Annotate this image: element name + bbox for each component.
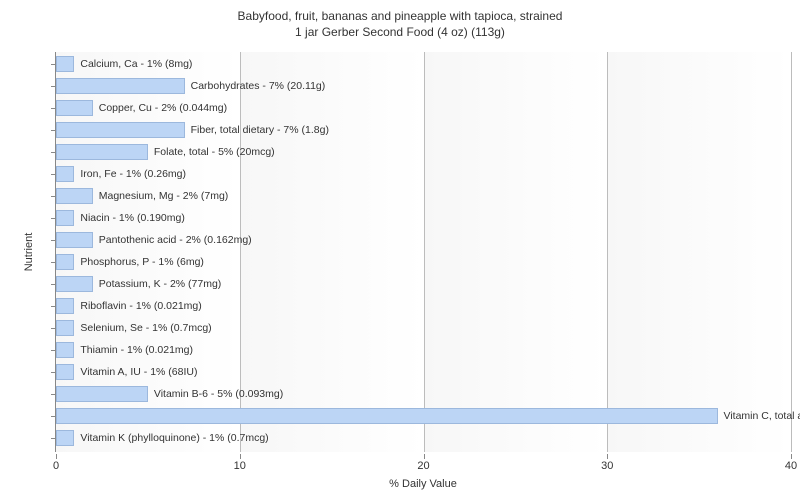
x-tick-label: 40	[785, 460, 797, 472]
x-axis-title: % Daily Value	[389, 478, 457, 490]
nutrient-bar	[56, 254, 74, 270]
nutrient-bar	[56, 386, 148, 402]
nutrient-bar	[56, 100, 93, 116]
background-stripe	[424, 52, 608, 452]
nutrient-label: Vitamin B-6 - 5% (0.093mg)	[154, 386, 283, 402]
grid-line	[607, 52, 608, 452]
y-axis-title: Nutrient	[23, 233, 35, 272]
x-tick-label: 10	[234, 460, 246, 472]
x-tick-label: 30	[601, 460, 613, 472]
nutrient-label: Folate, total - 5% (20mcg)	[154, 144, 275, 160]
nutrient-bar	[56, 342, 74, 358]
chart-title-line1: Babyfood, fruit, bananas and pineapple w…	[0, 8, 800, 24]
nutrient-bar	[56, 166, 74, 182]
grid-line	[424, 52, 425, 452]
nutrient-label: Vitamin C, total ascorbic acid - 36% (21…	[724, 408, 800, 424]
nutrient-bar	[56, 232, 93, 248]
nutrient-bar	[56, 78, 185, 94]
nutrient-label: Iron, Fe - 1% (0.26mg)	[80, 166, 186, 182]
x-tick	[791, 454, 792, 459]
nutrient-label: Carbohydrates - 7% (20.11g)	[191, 78, 326, 94]
nutrient-label: Calcium, Ca - 1% (8mg)	[80, 56, 192, 72]
nutrient-label: Potassium, K - 2% (77mg)	[99, 276, 222, 292]
nutrient-bar	[56, 276, 93, 292]
x-tick	[240, 454, 241, 459]
nutrient-label: Fiber, total dietary - 7% (1.8g)	[191, 122, 329, 138]
background-stripe	[607, 52, 791, 452]
nutrient-label: Niacin - 1% (0.190mg)	[80, 210, 184, 226]
chart-title: Babyfood, fruit, bananas and pineapple w…	[0, 0, 800, 40]
chart-title-line2: 1 jar Gerber Second Food (4 oz) (113g)	[0, 24, 800, 40]
x-tick-label: 20	[417, 460, 429, 472]
x-tick	[424, 454, 425, 459]
nutrient-bar	[56, 144, 148, 160]
plot-area: % Daily Value 010203040Calcium, Ca - 1% …	[55, 52, 790, 452]
nutrient-bar	[56, 364, 74, 380]
nutrient-bar	[56, 320, 74, 336]
nutrient-bar	[56, 122, 185, 138]
nutrient-bar	[56, 298, 74, 314]
x-tick	[607, 454, 608, 459]
x-tick	[56, 454, 57, 459]
nutrient-bar	[56, 56, 74, 72]
nutrient-label: Phosphorus, P - 1% (6mg)	[80, 254, 204, 270]
chart-container: Nutrient % Daily Value 010203040Calcium,…	[35, 52, 790, 452]
x-tick-label: 0	[53, 460, 59, 472]
nutrient-bar	[56, 188, 93, 204]
nutrient-label: Thiamin - 1% (0.021mg)	[80, 342, 193, 358]
nutrient-label: Copper, Cu - 2% (0.044mg)	[99, 100, 227, 116]
nutrient-label: Magnesium, Mg - 2% (7mg)	[99, 188, 229, 204]
nutrient-label: Vitamin K (phylloquinone) - 1% (0.7mcg)	[80, 430, 268, 446]
nutrient-bar	[56, 408, 718, 424]
nutrient-label: Riboflavin - 1% (0.021mg)	[80, 298, 201, 314]
nutrient-label: Vitamin A, IU - 1% (68IU)	[80, 364, 197, 380]
nutrient-bar	[56, 210, 74, 226]
nutrient-label: Pantothenic acid - 2% (0.162mg)	[99, 232, 252, 248]
grid-line	[791, 52, 792, 452]
nutrient-bar	[56, 430, 74, 446]
nutrient-label: Selenium, Se - 1% (0.7mcg)	[80, 320, 211, 336]
